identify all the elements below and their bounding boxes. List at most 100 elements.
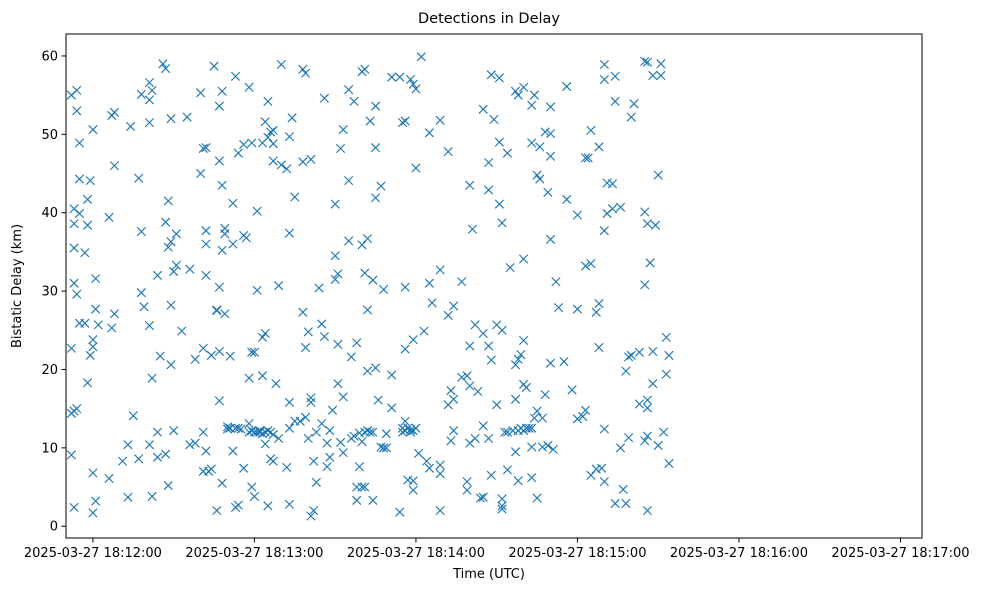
data-point: [395, 72, 405, 82]
data-point: [322, 438, 332, 448]
data-point: [144, 117, 155, 128]
data-point: [519, 254, 529, 264]
data-point: [284, 228, 295, 238]
data-point: [478, 104, 488, 114]
data-point: [411, 84, 421, 94]
data-point: [306, 154, 316, 165]
data-point: [311, 477, 321, 487]
data-point: [653, 170, 663, 180]
data-point: [594, 299, 604, 309]
data-point: [599, 226, 609, 236]
data-point: [586, 470, 596, 480]
data-point: [284, 499, 295, 509]
plot-frame: [65, 33, 923, 539]
data-point: [333, 269, 343, 279]
data-point: [400, 116, 410, 126]
data-point: [462, 371, 472, 381]
data-point: [457, 372, 467, 382]
data-point: [263, 426, 273, 436]
data-point: [510, 360, 521, 370]
data-points: [66, 52, 674, 521]
data-point: [497, 218, 507, 228]
data-point: [212, 505, 222, 516]
data-point: [664, 458, 674, 469]
data-point: [209, 61, 219, 71]
data-point: [239, 463, 249, 473]
data-point: [198, 143, 208, 154]
data-point: [586, 125, 596, 136]
data-point: [492, 400, 502, 410]
data-point: [435, 469, 445, 479]
data-point: [80, 248, 90, 258]
data-point: [462, 485, 472, 495]
data-point: [268, 156, 278, 166]
data-point: [300, 342, 311, 353]
data-point: [623, 352, 634, 362]
data-point: [109, 107, 120, 117]
data-point: [553, 302, 564, 313]
data-point: [136, 288, 146, 298]
data-point: [519, 82, 529, 92]
data-point: [134, 173, 144, 183]
data-point: [249, 491, 260, 502]
data-point: [626, 350, 636, 360]
data-point: [69, 502, 79, 513]
data-point: [338, 392, 348, 402]
data-point: [214, 156, 225, 166]
data-point: [486, 470, 496, 480]
data-point: [201, 226, 211, 236]
data-point: [257, 429, 268, 439]
data-point: [580, 405, 591, 415]
data-point: [489, 114, 499, 125]
data-point: [195, 88, 206, 98]
data-point: [465, 381, 475, 391]
data-point: [422, 456, 432, 466]
data-point: [344, 85, 354, 95]
data-point: [317, 319, 327, 329]
data-point: [169, 426, 179, 436]
data-point: [214, 346, 225, 357]
data-point: [300, 68, 311, 78]
data-point: [74, 174, 85, 184]
data-point: [177, 326, 187, 336]
data-point: [298, 64, 308, 74]
data-point: [370, 363, 381, 373]
data-point: [408, 485, 418, 495]
data-point: [185, 264, 195, 274]
data-point: [82, 220, 93, 230]
data-point: [88, 508, 98, 518]
data-point: [610, 96, 620, 107]
data-point: [201, 446, 211, 456]
data-point: [645, 258, 655, 268]
data-point: [470, 433, 480, 444]
data-point: [484, 341, 494, 351]
data-point: [615, 443, 626, 453]
data-point: [160, 449, 171, 459]
data-point: [257, 371, 268, 381]
data-point: [532, 170, 542, 180]
data-point: [529, 413, 539, 423]
data-point: [484, 185, 494, 195]
data-point: [344, 175, 354, 186]
x-axis-label: Time (UTC): [452, 567, 525, 582]
data-point: [72, 106, 82, 116]
data-point: [567, 385, 577, 395]
data-point: [244, 82, 254, 92]
data-point: [362, 305, 373, 315]
data-point: [166, 360, 176, 370]
data-point: [257, 332, 268, 342]
data-point: [325, 426, 335, 436]
data-point: [527, 138, 537, 148]
data-point: [338, 125, 348, 135]
data-point: [387, 72, 397, 82]
data-point: [621, 366, 631, 376]
data-point: [325, 452, 335, 462]
data-point: [408, 335, 418, 345]
data-point: [91, 304, 101, 314]
data-point: [214, 101, 225, 111]
x-tick-label: 2025-03-27 18:13:00: [185, 546, 323, 561]
data-point: [513, 354, 523, 364]
data-point: [516, 349, 526, 360]
data-point: [661, 369, 671, 379]
data-point: [263, 96, 273, 107]
